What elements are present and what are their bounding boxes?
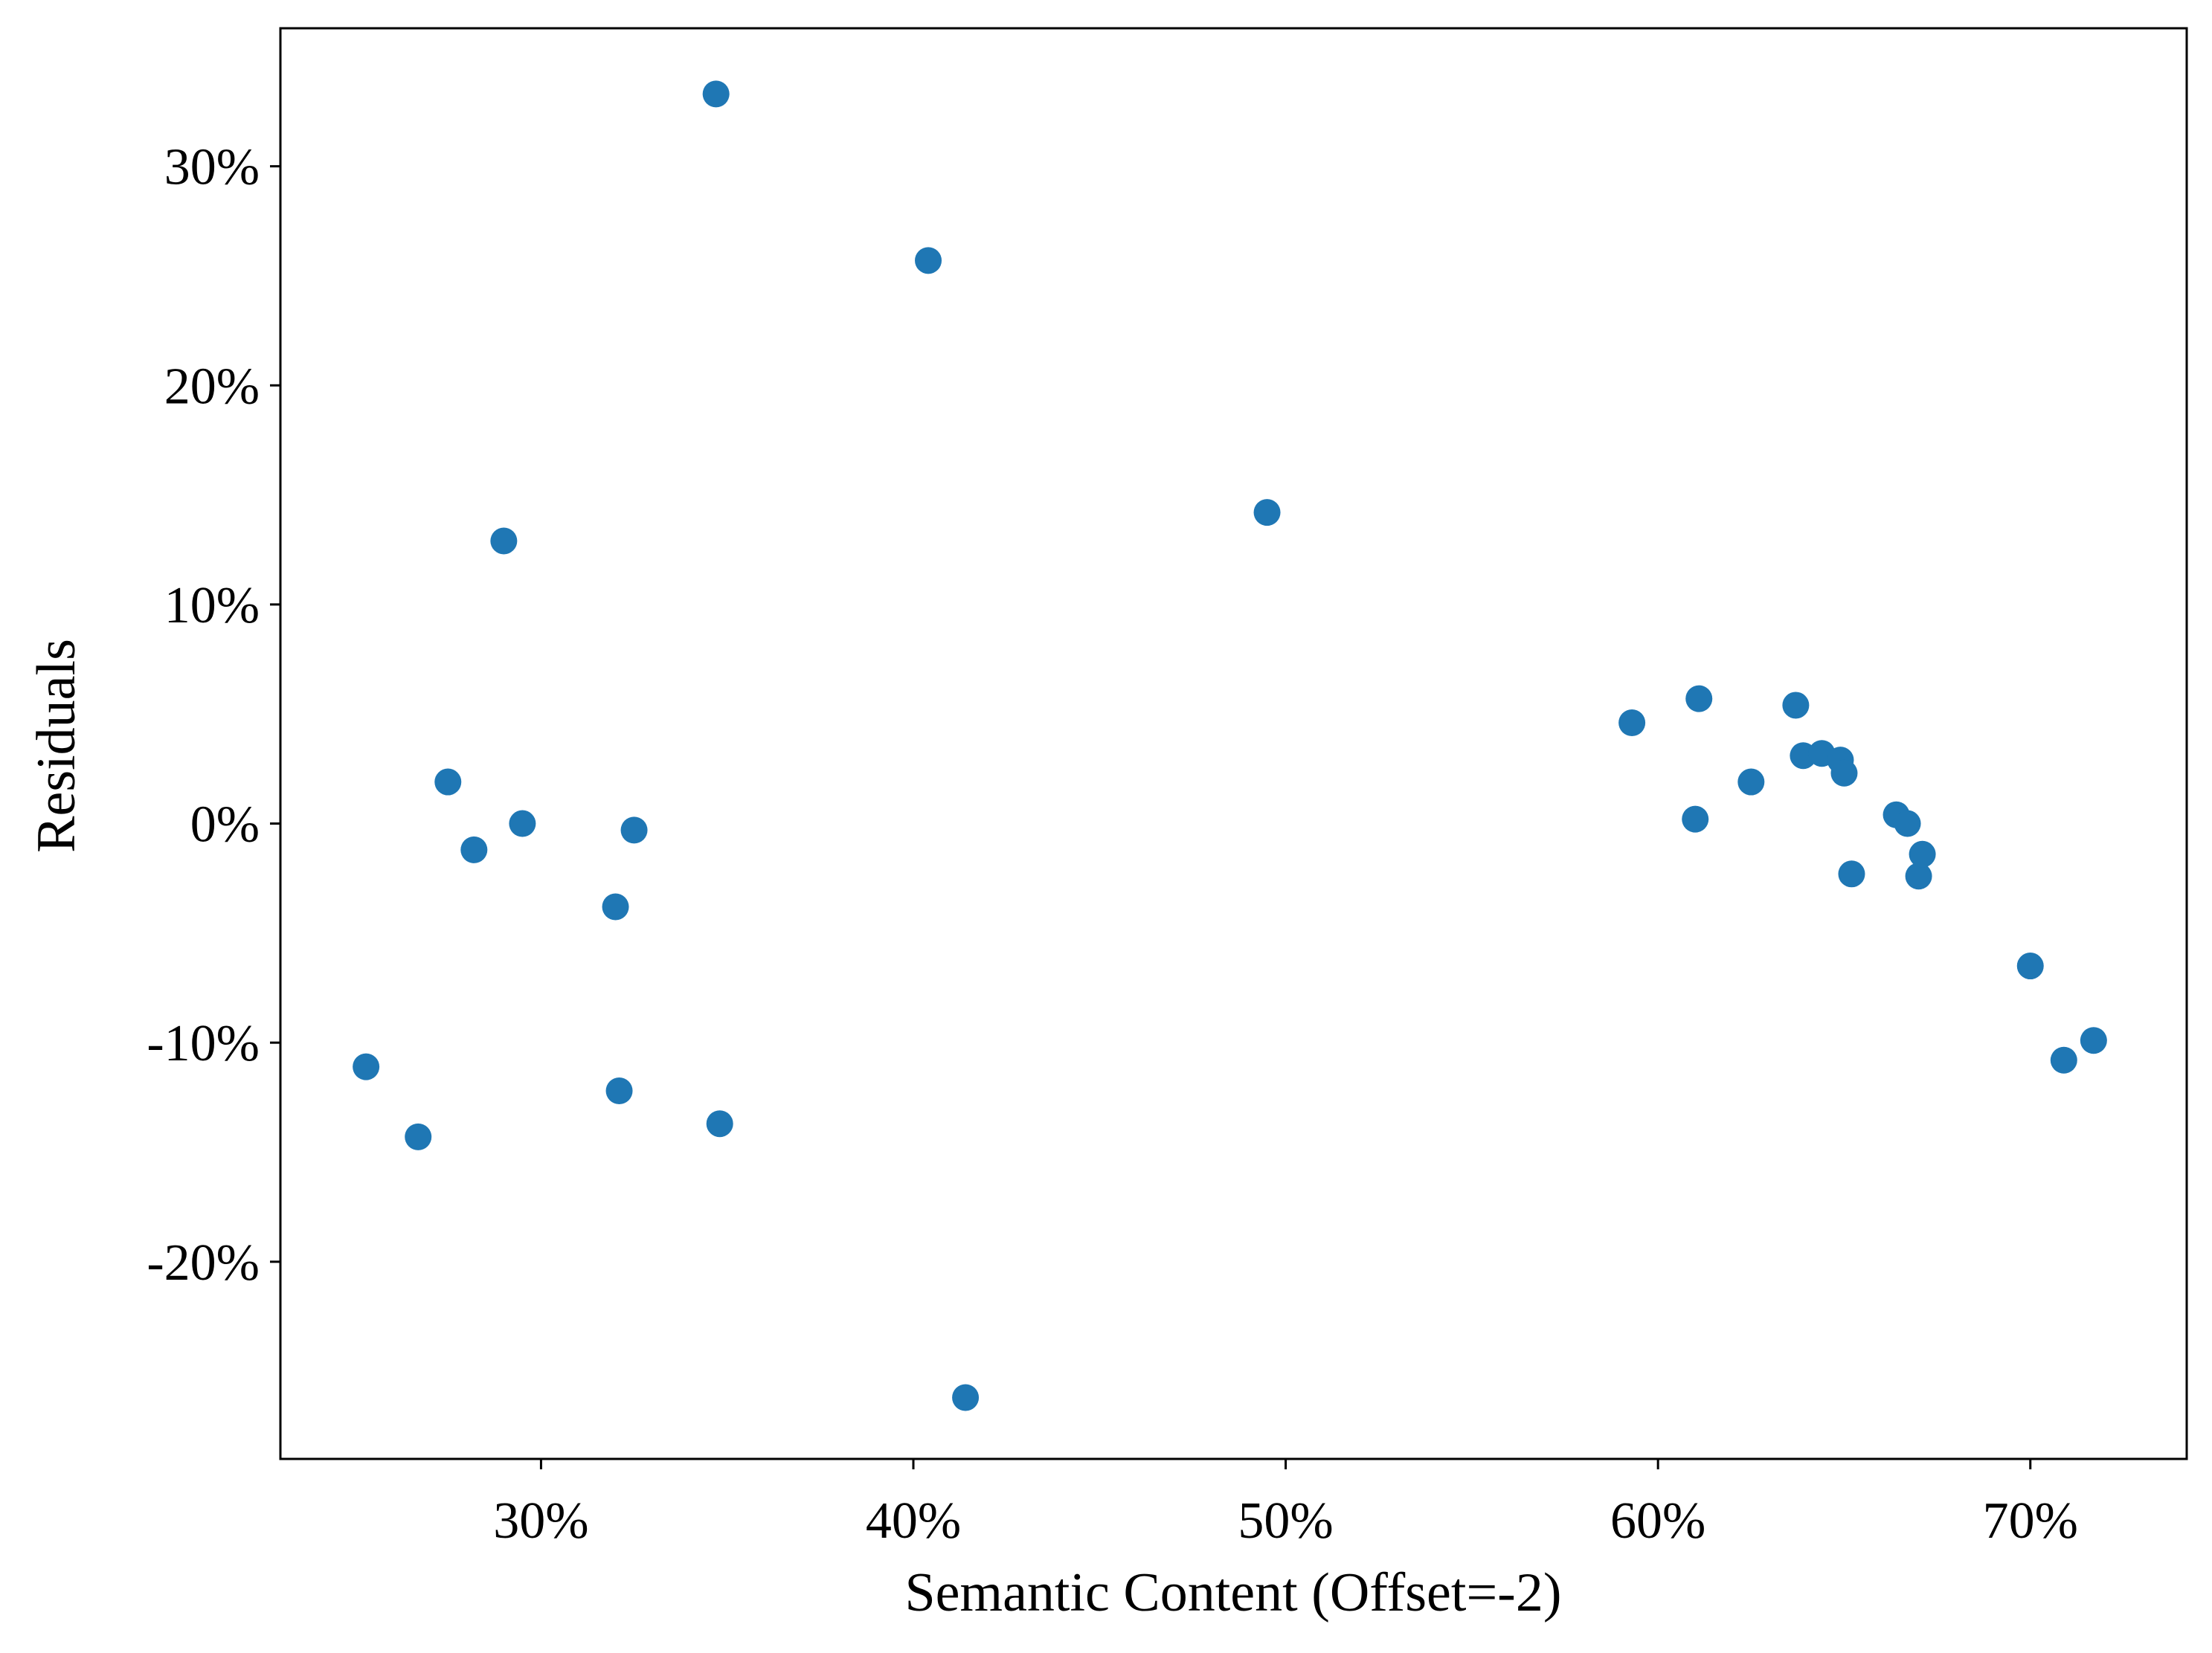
data-point [1685, 685, 1713, 712]
data-point [706, 1110, 733, 1138]
x-tick-label: 60% [1610, 1492, 1705, 1550]
data-point [620, 816, 648, 844]
data-point [434, 768, 462, 796]
data-point [1838, 860, 1865, 888]
data-point [702, 80, 730, 108]
data-point [2016, 953, 2044, 980]
data-point [1253, 499, 1281, 526]
data-point [1909, 840, 1936, 868]
data-point [405, 1123, 432, 1150]
data-point [915, 247, 942, 274]
data-point [353, 1053, 380, 1080]
data-point [2080, 1027, 2107, 1054]
data-point [1737, 768, 1765, 796]
data-point [490, 527, 518, 555]
y-tick-label: -20% [147, 1234, 260, 1292]
data-point [1894, 810, 1921, 837]
data-point [2050, 1046, 2077, 1074]
x-tick-label: 30% [493, 1492, 588, 1550]
data-point [1682, 805, 1709, 833]
data-point [460, 836, 488, 863]
y-tick-label: 20% [164, 358, 260, 415]
y-tick-label: 0% [190, 796, 260, 854]
points-layer [353, 80, 2107, 1411]
x-tick-label: 70% [1983, 1492, 2078, 1550]
x-tick-label: 50% [1238, 1492, 1333, 1550]
x-axis-ticks: 30% 40% 50% 60% 70% [493, 1459, 2078, 1550]
data-point [1618, 709, 1646, 737]
data-point [602, 893, 629, 921]
data-point [1905, 863, 1932, 890]
data-point [605, 1077, 633, 1105]
plot-frame [279, 27, 2188, 1460]
data-point [1782, 692, 1810, 719]
data-point [509, 810, 536, 837]
data-point [1830, 759, 1858, 787]
y-tick-label: 30% [164, 139, 260, 196]
x-tick-label: 40% [866, 1492, 961, 1550]
y-axis-ticks: -20% -10% 0% 10% 20% 30% [147, 139, 280, 1292]
x-axis-title: Semantic Content (Offset=-2) [905, 1562, 1562, 1623]
data-point [952, 1384, 980, 1411]
y-tick-label: -10% [147, 1015, 260, 1072]
y-axis-title: Residuals [26, 639, 87, 853]
y-tick-label: 10% [164, 577, 260, 634]
